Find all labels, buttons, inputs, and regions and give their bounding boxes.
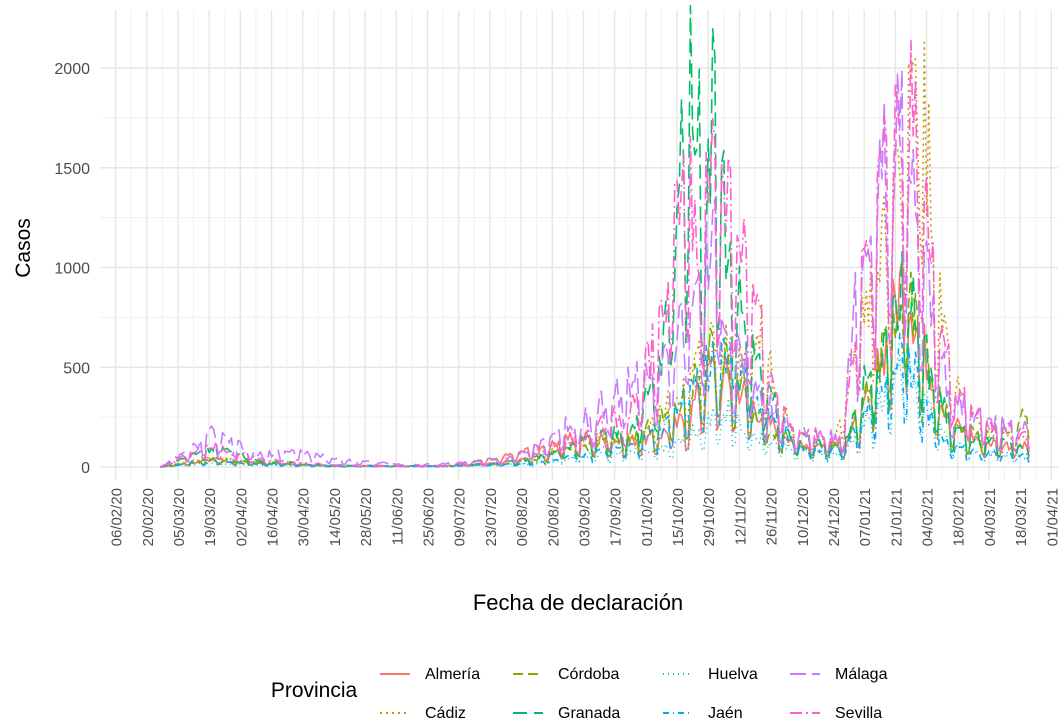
x-tick-label: 20/02/20 <box>140 488 157 546</box>
series-line-3 <box>160 271 1030 468</box>
x-tick-labels: 06/02/20 20/02/20 05/03/20 19/03/20 02/04/20… <box>109 488 1062 546</box>
x-tick-label: 28/05/20 <box>358 488 375 546</box>
x-tick-label: 23/07/20 <box>483 488 500 546</box>
y-tick-labels: 0 500 1000 1500 2000 <box>54 61 90 477</box>
y-tick-label: 1500 <box>54 161 90 178</box>
x-tick-label: 11/06/20 <box>389 488 406 545</box>
legend-label: Jaén <box>708 705 743 722</box>
x-tick-label: 30/04/20 <box>296 488 313 546</box>
x-tick-label: 05/03/20 <box>171 488 188 546</box>
legend-label: Málaga <box>835 666 888 683</box>
x-tick-label: 25/06/20 <box>421 488 438 546</box>
gridlines <box>100 10 1058 480</box>
x-tick-label: 07/01/21 <box>857 488 874 546</box>
x-tick-label: 02/04/20 <box>233 488 250 546</box>
y-tick-label: 2000 <box>54 61 90 78</box>
x-tick-label: 10/12/20 <box>795 488 812 546</box>
y-axis-title: Casos <box>12 218 35 278</box>
x-tick-label: 18/03/21 <box>1013 488 1030 546</box>
y-tick-label: 500 <box>63 360 90 377</box>
x-tick-label: 16/04/20 <box>265 488 282 546</box>
x-tick-label: 03/09/20 <box>576 488 593 546</box>
x-tick-label: 29/10/20 <box>701 488 718 546</box>
legend-label: Sevilla <box>835 705 882 722</box>
x-tick-label: 17/09/20 <box>608 488 625 546</box>
legend-label: Huelva <box>708 666 758 683</box>
x-tick-label: 24/12/20 <box>826 488 843 546</box>
legend-label: Granada <box>558 705 620 722</box>
series-line-1 <box>160 260 1030 468</box>
legend-title: Provincia <box>271 679 358 702</box>
x-tick-label: 04/02/21 <box>920 488 937 546</box>
x-tick-label: 12/11/20 <box>732 488 749 545</box>
x-tick-label: 21/01/21 <box>888 488 905 546</box>
series-line-7 <box>159 69 1030 468</box>
x-tick-label: 06/08/20 <box>514 488 531 546</box>
y-tick-label: 0 <box>81 460 90 477</box>
x-tick-label: 19/03/20 <box>202 488 219 546</box>
x-tick-label: 26/11/20 <box>764 488 781 545</box>
x-tick-label: 18/02/21 <box>951 488 968 546</box>
x-tick-label: 14/05/20 <box>327 488 344 546</box>
x-tick-label: 15/10/20 <box>670 488 687 546</box>
x-tick-label: 09/07/20 <box>452 488 469 546</box>
x-tick-label: 01/04/21 <box>1044 488 1061 546</box>
series-line-8 <box>159 39 1030 468</box>
legend-label: Córdoba <box>558 666 619 683</box>
legend-label: Cádiz <box>425 705 466 722</box>
series-lines <box>159 4 1030 468</box>
series-line-4 <box>159 4 1030 468</box>
legend-label: Almería <box>425 666 480 683</box>
x-tick-label: 20/08/20 <box>545 488 562 546</box>
x-tick-label: 06/02/20 <box>109 488 126 546</box>
x-tick-label: 04/03/21 <box>982 488 999 546</box>
y-tick-label: 1000 <box>54 261 90 278</box>
x-tick-label: 01/10/20 <box>639 488 656 546</box>
legend: Provincia Almería Cádiz Córdoba Granada Huel… <box>271 666 888 722</box>
x-axis-title: Fecha de declaración <box>473 590 683 615</box>
